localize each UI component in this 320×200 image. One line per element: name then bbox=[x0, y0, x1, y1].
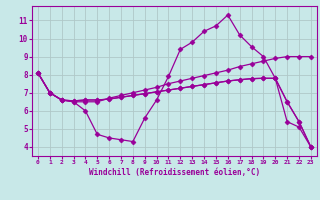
X-axis label: Windchill (Refroidissement éolien,°C): Windchill (Refroidissement éolien,°C) bbox=[89, 168, 260, 177]
